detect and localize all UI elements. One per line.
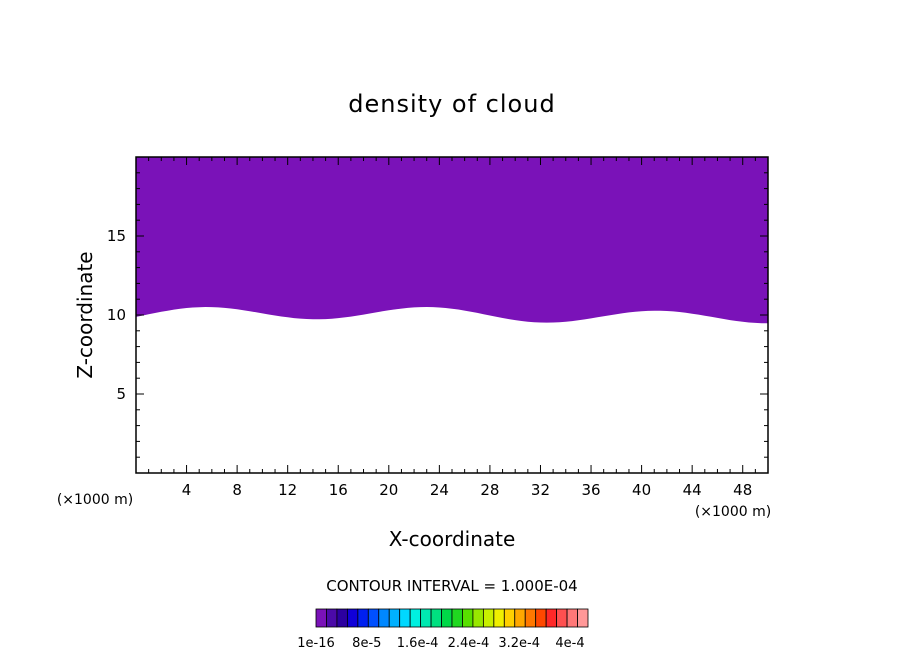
colorbar-swatch	[367, 608, 380, 628]
x-tick-label: 8	[232, 481, 242, 499]
colorbar-swatch	[503, 608, 516, 628]
cloud-layer-band-1	[136, 157, 768, 324]
contour-interval-label: CONTOUR INTERVAL = 1.000E-04	[326, 577, 577, 595]
colorbar-swatch	[577, 608, 589, 628]
colorbar-swatch	[556, 608, 568, 628]
colorbar	[315, 608, 589, 628]
colorbar-swatch	[545, 608, 558, 628]
colorbar-label: 4e-4	[555, 636, 584, 651]
y-tick-label: 10	[107, 306, 126, 324]
x-tick-label: 28	[480, 481, 499, 499]
y-tick-label: 5	[116, 385, 126, 403]
y-tick-label: 15	[107, 227, 126, 245]
colorbar-label: 2.4e-4	[448, 636, 490, 651]
colorbar-swatch	[326, 608, 338, 628]
colorbar-swatch	[378, 608, 390, 628]
x-tick-label: 20	[379, 481, 398, 499]
colorbar-swatch	[336, 608, 348, 628]
y-axis: 5 10 15	[107, 172, 768, 458]
colorbar-swatch	[514, 608, 526, 628]
x-tick-label: 40	[632, 481, 651, 499]
colorbar-swatch	[399, 608, 411, 628]
chart-title: density of cloud	[348, 90, 555, 118]
y-axis-label: Z-coordinate	[73, 251, 97, 378]
colorbar-swatch	[430, 608, 442, 628]
x-tick-label: 24	[430, 481, 449, 499]
colorbar-swatch	[315, 608, 327, 628]
x-unit-left: (×1000 m)	[57, 492, 133, 508]
colorbar-swatch	[493, 608, 505, 628]
colorbar-swatch	[388, 608, 401, 628]
x-tick-label: 48	[733, 481, 752, 499]
colorbar-label: 1.6e-4	[397, 636, 439, 651]
colorbar-label: 3.2e-4	[498, 636, 540, 651]
colorbar-label: 8e-5	[352, 636, 381, 651]
colorbar-swatch	[441, 608, 453, 628]
colorbar-swatch	[482, 608, 495, 628]
x-unit-right: (×1000 m)	[695, 504, 771, 520]
colorbar-swatch	[566, 608, 578, 628]
colorbar-swatch	[535, 608, 547, 628]
colorbar-swatch	[346, 608, 359, 628]
x-axis-label: X-coordinate	[389, 527, 516, 551]
colorbar-swatch	[451, 608, 463, 628]
x-axis: 4 8 12 16 20 24 28 32 36 40 44 48	[148, 157, 756, 499]
x-tick-label: 32	[531, 481, 550, 499]
x-tick-label: 16	[329, 481, 348, 499]
colorbar-swatch	[462, 608, 474, 628]
x-tick-label: 36	[581, 481, 600, 499]
colorbar-label: 1e-16	[297, 636, 335, 651]
x-tick-label: 44	[683, 481, 702, 499]
colorbar-swatch	[357, 608, 369, 628]
x-tick-label: 12	[278, 481, 297, 499]
colorbar-swatch	[524, 608, 537, 628]
colorbar-swatch	[420, 608, 432, 628]
colorbar-swatch	[409, 608, 422, 628]
cloud-layers	[136, 157, 768, 324]
colorbar-labels: 1e-16 8e-5 1.6e-4 2.4e-4 3.2e-4 4e-4	[297, 636, 584, 651]
x-tick-label: 4	[182, 481, 192, 499]
colorbar-swatch	[472, 608, 484, 628]
